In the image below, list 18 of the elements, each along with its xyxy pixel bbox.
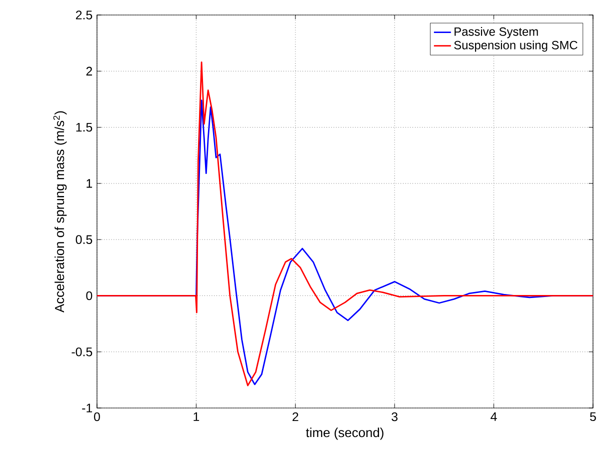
y-tick-label: -1 [82, 404, 92, 412]
y-tick-label: 0.5 [76, 235, 92, 244]
x-tick-label: 5 [590, 412, 596, 422]
x-tick-label: 4 [490, 412, 497, 421]
x-tick-label: 2 [292, 412, 298, 422]
y-axis-title: Acceleration of sprung mass (m/s$^{2}$) [53, 111, 67, 312]
y-tick-label: 2 [86, 66, 92, 76]
x-axis-title: time (second) [306, 428, 384, 440]
y-tick-label: 0 [86, 291, 92, 300]
y-tick-label: 2.5 [76, 10, 92, 20]
y-tick-label: 1.5 [76, 122, 92, 132]
y-tick-label: 1 [86, 179, 92, 188]
y-tick-label: -0.5 [72, 347, 92, 356]
legend-label: Suspension using SMC [454, 40, 578, 52]
x-tick-label: 0 [94, 412, 100, 422]
x-tick-label: 3 [392, 412, 398, 422]
x-tick-label: 1 [194, 412, 200, 421]
legend-label: Passive System [454, 27, 538, 38]
